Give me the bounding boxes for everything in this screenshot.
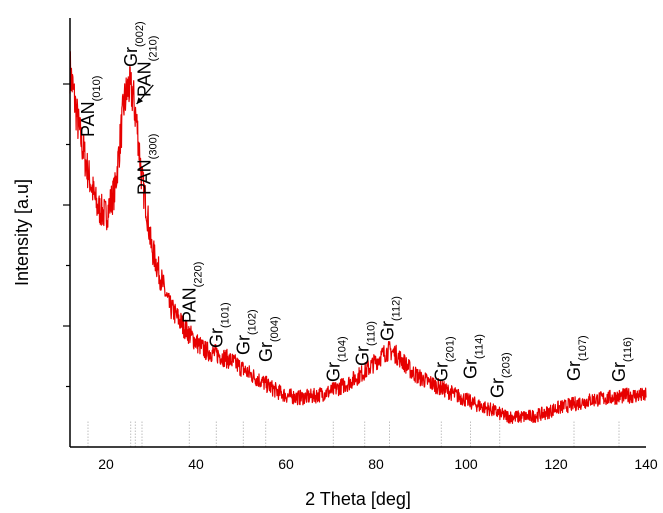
- peak-label-phase: Gr: [431, 362, 451, 382]
- peak-label: Gr(201): [431, 336, 456, 382]
- x-tick-label: 100: [454, 456, 478, 472]
- x-axis-title: 2 Theta [deg]: [305, 489, 411, 509]
- x-tick-label: 120: [544, 456, 568, 472]
- x-tick-label: 140: [634, 456, 658, 472]
- peak-label-phase: Gr: [461, 359, 481, 379]
- peak-label: Gr(110): [353, 321, 378, 366]
- peak-label-phase: PAN: [134, 61, 154, 97]
- peak-label: Gr(112): [377, 296, 402, 341]
- peak-label-phase: Gr: [206, 328, 226, 348]
- peak-label-index: (201): [444, 336, 456, 362]
- peak-label: Gr(116): [609, 337, 634, 382]
- peak-label-index: (104): [336, 336, 348, 362]
- peak-label-phase: Gr: [564, 361, 584, 381]
- peak-label-index: (210): [147, 36, 159, 62]
- peak-label: PAN(010): [78, 76, 103, 137]
- peak-label: Gr(203): [488, 352, 513, 398]
- peak-label-index: (110): [366, 321, 378, 346]
- peak-label-phase: PAN: [78, 101, 98, 137]
- peak-label-index: (116): [622, 337, 634, 362]
- peak-label: Gr(102): [233, 309, 258, 355]
- peak-label: Gr(104): [323, 336, 348, 382]
- x-ticks: 20 40 60 80 100 120 140: [98, 456, 658, 472]
- peak-label-phase: Gr: [121, 47, 141, 67]
- x-tick-label: 40: [188, 456, 204, 472]
- peak-label-phase: Gr: [233, 335, 253, 355]
- peak-label: Gr(004): [256, 316, 281, 362]
- peak-label: Gr(114): [461, 334, 486, 379]
- peak-label-phase: Gr: [488, 378, 508, 398]
- x-tick-label: 60: [278, 456, 294, 472]
- y-axis-title: Intensity [a.u]: [12, 179, 32, 286]
- peak-marker-lines: [87, 421, 620, 447]
- x-tick-label: 80: [368, 456, 384, 472]
- series-line: [69, 51, 647, 424]
- arrow-head: [136, 97, 144, 104]
- peak-label-index: (102): [246, 309, 258, 335]
- peak-label-index: (112): [390, 296, 402, 321]
- axes: [69, 18, 646, 448]
- peak-label-index: (300): [147, 134, 159, 160]
- peak-label-phase: Gr: [353, 346, 373, 366]
- peak-label-index: (107): [577, 335, 589, 361]
- peak-label: PAN(220): [179, 262, 204, 323]
- peak-label-phase: PAN: [179, 287, 199, 323]
- peak-label-phase: Gr: [609, 362, 629, 382]
- peak-label-index: (010): [91, 76, 103, 102]
- peak-label-phase: Gr: [323, 362, 343, 382]
- peak-label: Gr(107): [564, 335, 589, 381]
- peak-label-index: (101): [219, 302, 231, 328]
- x-tick-label: 20: [98, 456, 114, 472]
- peak-label-phase: Gr: [256, 342, 276, 362]
- peak-label-index: (220): [192, 262, 204, 288]
- peak-label-phase: PAN: [134, 159, 154, 195]
- peak-label-index: (004): [269, 316, 281, 342]
- peak-label: Gr(002): [121, 21, 146, 67]
- peak-labels: PAN(010)Gr(002)PAN(210)PAN(300)PAN(220)G…: [78, 21, 634, 398]
- peak-label-index: (114): [474, 334, 486, 359]
- peak-label-index: (002): [134, 21, 146, 47]
- peak-label-phase: Gr: [377, 321, 397, 341]
- peak-label: PAN(300): [134, 134, 159, 195]
- y-ticks: [63, 83, 70, 388]
- peak-label: Gr(101): [206, 302, 231, 348]
- arrow-marker: [136, 84, 154, 105]
- peak-label: PAN(210): [134, 36, 159, 97]
- peak-label-index: (203): [501, 352, 513, 378]
